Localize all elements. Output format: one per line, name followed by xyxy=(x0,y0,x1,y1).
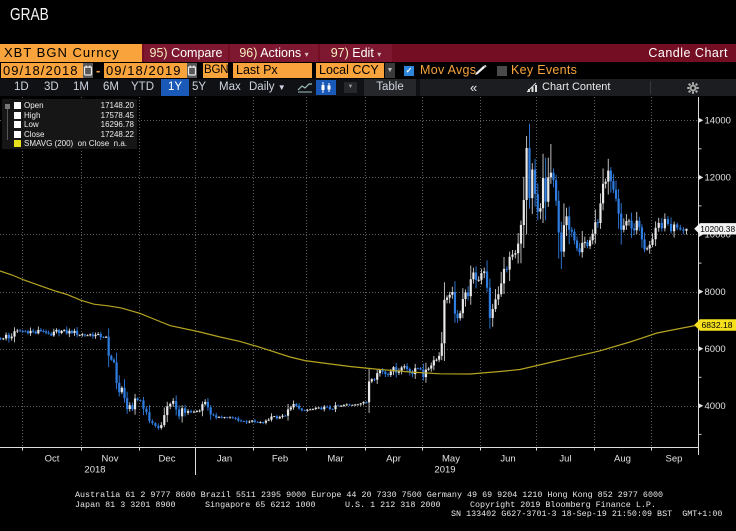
svg-text:Nov: Nov xyxy=(102,454,119,465)
svg-text:2019: 2019 xyxy=(434,465,455,476)
svg-text:Mar: Mar xyxy=(327,454,343,465)
svg-text:4000: 4000 xyxy=(705,401,726,412)
svg-text:6832.18: 6832.18 xyxy=(702,320,733,330)
svg-text:6000: 6000 xyxy=(705,344,726,355)
svg-text:10000: 10000 xyxy=(705,230,731,241)
svg-text:Feb: Feb xyxy=(272,454,288,465)
svg-text:Jul: Jul xyxy=(559,454,571,465)
svg-text:Oct: Oct xyxy=(45,454,60,465)
svg-text:10200.38: 10200.38 xyxy=(700,224,735,234)
svg-text:Apr: Apr xyxy=(386,454,401,465)
svg-text:Dec: Dec xyxy=(159,454,176,465)
svg-text:Sep: Sep xyxy=(666,454,683,465)
svg-text:Jun: Jun xyxy=(500,454,515,465)
svg-text:8000: 8000 xyxy=(705,287,726,298)
svg-text:14000: 14000 xyxy=(705,116,731,127)
svg-text:May: May xyxy=(442,454,460,465)
svg-text:12000: 12000 xyxy=(705,173,731,184)
svg-text:Aug: Aug xyxy=(614,454,631,465)
svg-text:Jan: Jan xyxy=(217,454,232,465)
svg-text:2018: 2018 xyxy=(84,465,105,476)
